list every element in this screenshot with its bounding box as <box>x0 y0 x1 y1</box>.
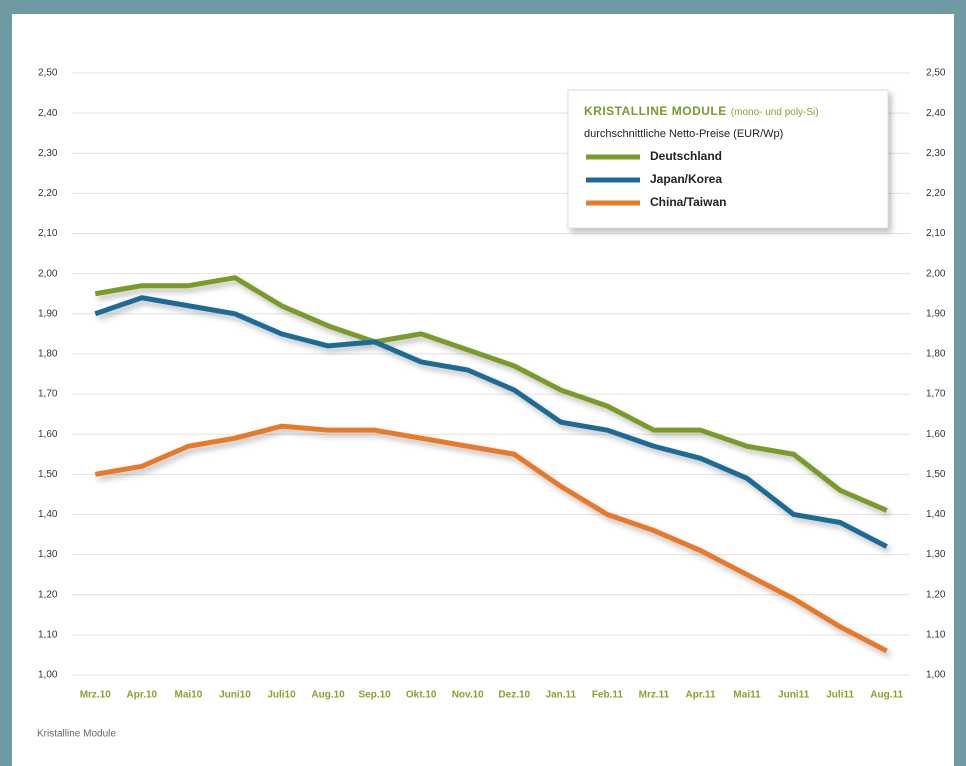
y2-tick-label: 1,70 <box>926 389 946 400</box>
x-tick-label: Mai10 <box>174 690 202 701</box>
y-tick-label: 2,20 <box>38 188 58 199</box>
y-tick-label: 1,80 <box>38 349 58 360</box>
y-tick-label: 1,20 <box>38 589 58 600</box>
y-tick-label: 1,90 <box>38 308 58 319</box>
series-line <box>94 423 888 654</box>
y2-tick-label: 1,20 <box>926 589 946 600</box>
y-tick-label: 2,10 <box>38 228 58 239</box>
y2-tick-label: 2,10 <box>926 228 946 239</box>
legend-label: Deutschland <box>650 149 722 163</box>
y-tick-label: 1,00 <box>38 670 58 681</box>
y2-tick-label: 1,50 <box>926 469 946 480</box>
x-tick-label: Aug.10 <box>311 690 345 701</box>
y-tick-label: 1,50 <box>38 469 58 480</box>
y2-tick-label: 1,30 <box>926 549 946 560</box>
x-tick-label: Juni10 <box>219 690 251 701</box>
y-tick-label: 1,60 <box>38 429 58 440</box>
legend-title-note: (mono- und poly-Si) <box>731 107 819 118</box>
y-tick-label: 1,30 <box>38 549 58 560</box>
y2-tick-label: 2,20 <box>926 188 946 199</box>
x-tick-label: Nov.10 <box>452 690 484 701</box>
x-tick-label: Feb.11 <box>592 690 624 701</box>
y2-tick-label: 2,30 <box>926 148 946 159</box>
legend-title-main: KRISTALLINE MODULE <box>584 104 727 118</box>
x-tick-label: Juli11 <box>826 690 854 701</box>
x-tick-label: Apr.11 <box>685 690 715 701</box>
y2-tick-label: 2,50 <box>926 68 946 79</box>
y2-tick-label: 1,40 <box>926 509 946 520</box>
y2-tick-label: 1,60 <box>926 429 946 440</box>
x-tick-label: Jan.11 <box>546 690 577 701</box>
source: Kristalline Module <box>37 729 116 740</box>
x-tick-label: Mai11 <box>733 690 761 701</box>
y2-tick-label: 1,10 <box>926 630 946 641</box>
series-line <box>94 275 888 513</box>
y-tick-label: 2,50 <box>38 68 58 79</box>
chart-frame: Kristalline Module 1,00 1,00 1,10 1,10 1,20 1… <box>12 14 954 766</box>
legend-label: Japan/Korea <box>650 172 722 186</box>
y2-tick-label: 1,90 <box>926 308 946 319</box>
y-tick-label: 1,10 <box>38 630 58 641</box>
x-tick-label: Apr.10 <box>127 690 158 701</box>
y2-tick-label: 2,40 <box>926 108 946 119</box>
y-tick-label: 2,40 <box>38 108 58 119</box>
y2-tick-label: 1,00 <box>926 670 946 681</box>
legend-subtitle: durchschnittliche Netto-Preise (EUR/Wp) <box>584 128 783 140</box>
lines <box>94 275 888 654</box>
x-tick-label: Mrz.11 <box>639 690 670 701</box>
y2-tick-label: 1,80 <box>926 349 946 360</box>
y-tick-label: 1,40 <box>38 509 58 520</box>
y2-tick-label: 2,00 <box>926 268 946 279</box>
y-tick-label: 2,00 <box>38 268 58 279</box>
x-tick-label: Okt.10 <box>406 690 437 701</box>
x-tick-label: Dez.10 <box>498 690 530 701</box>
series-line <box>94 295 888 549</box>
y-tick-label: 1,70 <box>38 389 58 400</box>
x-tick-label: Juli10 <box>267 690 296 701</box>
x-tick-label: Aug.11 <box>870 690 903 701</box>
legend-label: China/Taiwan <box>650 195 726 209</box>
x-tick-label: Juni11 <box>778 690 810 701</box>
y-tick-label: 2,30 <box>38 148 58 159</box>
chart: Kristalline Module 1,00 1,00 1,10 1,10 1,20 1… <box>37 68 946 740</box>
x-tick-label: Mrz.10 <box>80 690 112 701</box>
legend-title: KRISTALLINE MODULE (mono- und poly-Si) <box>584 104 819 118</box>
x-tick-label: Sep.10 <box>358 690 391 701</box>
